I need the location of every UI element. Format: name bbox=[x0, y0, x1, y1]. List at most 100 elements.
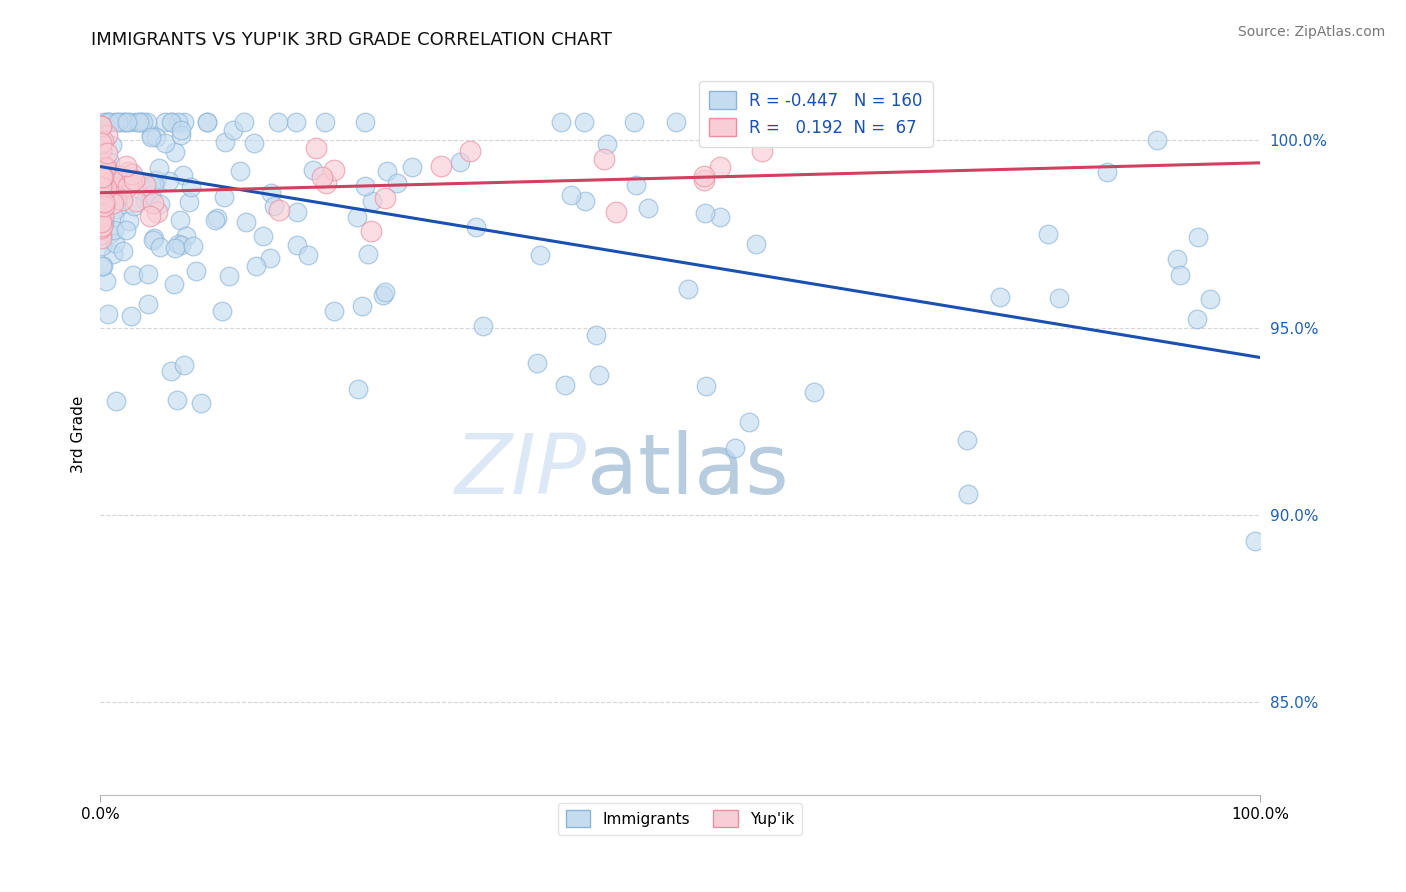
Point bbox=[373, 288, 395, 302]
Point bbox=[204, 212, 226, 227]
Point bbox=[121, 167, 143, 181]
Point bbox=[323, 163, 346, 178]
Point bbox=[172, 168, 194, 182]
Point bbox=[107, 114, 129, 128]
Point bbox=[465, 220, 488, 235]
Point bbox=[1146, 133, 1168, 147]
Point bbox=[709, 210, 731, 224]
Point bbox=[90, 194, 112, 209]
Point bbox=[120, 176, 142, 190]
Point bbox=[132, 114, 155, 128]
Point bbox=[695, 379, 717, 393]
Point bbox=[692, 172, 714, 186]
Point bbox=[218, 268, 240, 283]
Point bbox=[401, 160, 423, 174]
Point bbox=[90, 180, 112, 194]
Point bbox=[93, 195, 115, 210]
Point bbox=[115, 159, 138, 173]
Point bbox=[738, 415, 761, 429]
Point bbox=[449, 155, 471, 169]
Point bbox=[93, 216, 115, 230]
Point bbox=[260, 186, 283, 201]
Point bbox=[128, 114, 150, 128]
Point bbox=[572, 114, 595, 128]
Point bbox=[228, 164, 250, 178]
Point bbox=[315, 176, 337, 190]
Point bbox=[91, 209, 114, 223]
Point bbox=[585, 327, 607, 342]
Point bbox=[165, 241, 187, 255]
Point bbox=[97, 307, 120, 321]
Point bbox=[323, 304, 346, 318]
Point bbox=[160, 114, 183, 128]
Point bbox=[1187, 311, 1209, 326]
Point bbox=[94, 173, 117, 187]
Point bbox=[90, 158, 112, 172]
Text: IMMIGRANTS VS YUP'IK 3RD GRADE CORRELATION CHART: IMMIGRANTS VS YUP'IK 3RD GRADE CORRELATI… bbox=[91, 31, 612, 49]
Point bbox=[153, 114, 176, 128]
Point bbox=[97, 114, 120, 128]
Point bbox=[122, 172, 145, 186]
Point bbox=[346, 210, 368, 224]
Point bbox=[1166, 252, 1188, 266]
Point bbox=[957, 487, 980, 501]
Point bbox=[129, 114, 152, 128]
Point bbox=[235, 215, 257, 229]
Point bbox=[1036, 227, 1059, 242]
Point bbox=[222, 123, 245, 137]
Point bbox=[560, 187, 582, 202]
Point bbox=[297, 248, 319, 262]
Point bbox=[624, 178, 647, 192]
Point bbox=[212, 190, 235, 204]
Point bbox=[159, 114, 181, 128]
Point bbox=[90, 219, 112, 233]
Point bbox=[387, 176, 409, 190]
Point bbox=[956, 434, 979, 448]
Point bbox=[114, 223, 136, 237]
Point bbox=[104, 235, 127, 250]
Point bbox=[90, 169, 112, 183]
Point bbox=[374, 191, 396, 205]
Point bbox=[360, 224, 382, 238]
Point bbox=[91, 185, 114, 199]
Point bbox=[96, 169, 118, 184]
Point bbox=[305, 141, 328, 155]
Point bbox=[91, 259, 114, 273]
Point bbox=[90, 186, 112, 200]
Point bbox=[1187, 229, 1209, 244]
Point bbox=[167, 237, 190, 252]
Point bbox=[1199, 292, 1222, 306]
Point bbox=[588, 368, 610, 382]
Point bbox=[107, 169, 129, 184]
Point bbox=[173, 358, 195, 372]
Point bbox=[142, 233, 165, 247]
Y-axis label: 3rd Grade: 3rd Grade bbox=[72, 395, 86, 473]
Point bbox=[103, 114, 125, 128]
Point bbox=[90, 205, 112, 219]
Point bbox=[252, 229, 274, 244]
Point bbox=[90, 119, 112, 133]
Point bbox=[472, 319, 495, 334]
Point bbox=[169, 123, 191, 137]
Point bbox=[136, 267, 159, 281]
Point bbox=[138, 297, 160, 311]
Point bbox=[350, 299, 373, 313]
Point bbox=[285, 237, 308, 252]
Point bbox=[117, 164, 139, 178]
Point bbox=[267, 114, 290, 128]
Point bbox=[145, 173, 167, 187]
Point bbox=[163, 145, 186, 160]
Point bbox=[96, 128, 118, 142]
Point bbox=[153, 136, 176, 150]
Point bbox=[354, 178, 377, 193]
Point bbox=[111, 244, 134, 259]
Point bbox=[96, 190, 118, 204]
Point bbox=[529, 248, 551, 262]
Point bbox=[90, 119, 112, 133]
Point bbox=[104, 202, 127, 216]
Point bbox=[267, 203, 290, 218]
Point bbox=[149, 240, 172, 254]
Point bbox=[117, 179, 139, 194]
Point bbox=[91, 169, 114, 184]
Point bbox=[526, 356, 548, 370]
